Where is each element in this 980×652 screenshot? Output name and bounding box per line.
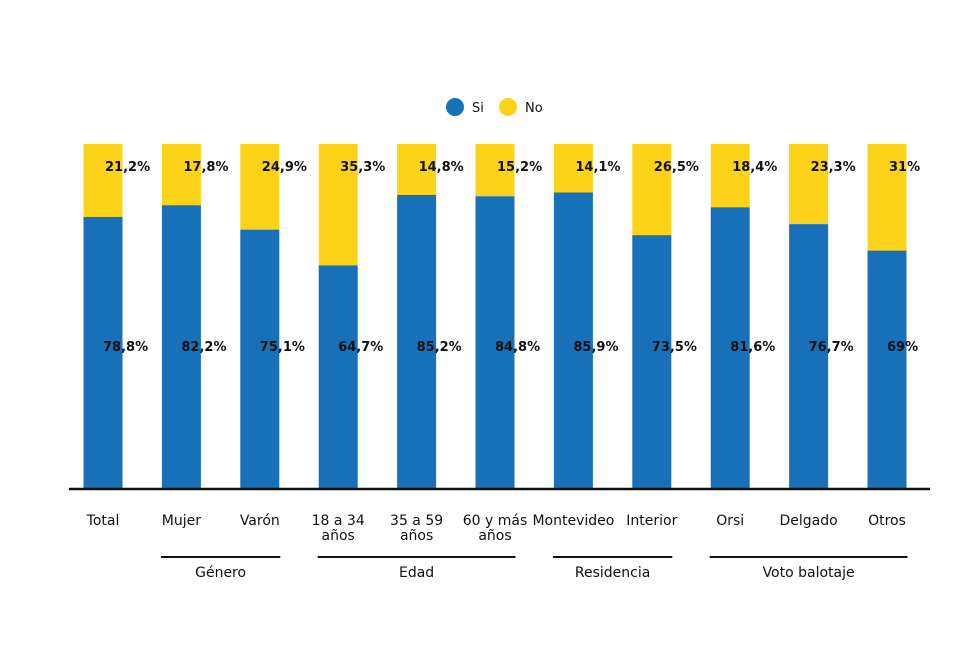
category-label-4: 35 a 59 años <box>390 513 443 544</box>
legend: Si No <box>446 98 543 116</box>
data-label-si-1: 82,2% <box>181 340 226 355</box>
bar-no-9 <box>789 144 829 225</box>
bar-si-9 <box>789 224 829 489</box>
bar-no-10 <box>867 144 907 251</box>
data-label-no-0: 21,2% <box>105 160 150 175</box>
bar-no-5 <box>475 144 515 197</box>
data-label-no-4: 14,8% <box>419 160 464 175</box>
bar-si-0 <box>83 216 123 489</box>
data-label-si-0: 78,8% <box>103 340 148 355</box>
category-label-3: 18 a 34 años <box>312 513 365 544</box>
legend-label-si: Si <box>472 101 484 116</box>
category-label-1: Mujer <box>162 513 201 529</box>
data-label-no-8: 18,4% <box>732 160 777 175</box>
bar-si-5 <box>475 196 515 488</box>
category-label-2: Varón <box>240 513 280 529</box>
bar-si-8 <box>710 207 750 488</box>
bar-no-8 <box>710 144 750 208</box>
data-label-si-8: 81,6% <box>730 340 775 355</box>
data-label-si-10: 69% <box>887 340 918 355</box>
data-label-si-6: 85,9% <box>573 340 618 355</box>
category-label-7: Interior <box>626 513 677 529</box>
data-label-no-1: 17,8% <box>183 160 228 175</box>
bar-no-3 <box>318 144 358 266</box>
category-label-9: Delgado <box>779 513 837 529</box>
category-label-0: Total <box>86 513 120 529</box>
group-label-3: Voto balotaje <box>763 565 855 581</box>
category-label-6: Montevideo <box>532 513 614 529</box>
legend-marker-no <box>499 98 517 116</box>
bar-no-6 <box>553 144 593 193</box>
bar-no-0 <box>83 144 123 217</box>
bar-no-2 <box>240 144 280 230</box>
group-labels: Género Edad Residencia Voto balotaje <box>160 556 908 581</box>
bar-no-7 <box>632 144 672 236</box>
group-label-0: Género <box>195 565 246 581</box>
bar-si-1 <box>161 205 201 488</box>
data-label-no-3: 35,3% <box>340 160 385 175</box>
data-label-no-6: 14,1% <box>575 160 620 175</box>
bars: 21,2% 78,8% 17,8% 82,2% 24,9% 75,1% 35,3% 64,7%… <box>83 144 920 489</box>
data-label-si-4: 85,2% <box>417 340 462 355</box>
bar-si-7 <box>632 235 672 488</box>
category-label-5: 60 y más años <box>463 513 528 544</box>
bar-si-2 <box>240 229 280 488</box>
data-label-si-9: 76,7% <box>809 340 854 355</box>
data-label-si-5: 84,8% <box>495 340 540 355</box>
data-label-si-7: 73,5% <box>652 340 697 355</box>
bar-si-6 <box>553 192 593 488</box>
group-label-1: Edad <box>399 565 434 581</box>
category-labels: Total Mujer Varón 18 a 34 años 35 a 59 años 60 … <box>86 513 906 544</box>
group-label-2: Residencia <box>575 565 650 581</box>
data-label-no-2: 24,9% <box>262 160 307 175</box>
legend-label-no: No <box>525 101 543 116</box>
category-label-8: Orsi <box>716 513 744 529</box>
legend-marker-si <box>446 98 464 116</box>
bar-si-10 <box>867 250 907 488</box>
bar-si-3 <box>318 265 358 488</box>
bar-no-1 <box>161 144 201 206</box>
bar-no-4 <box>397 144 437 195</box>
data-label-no-7: 26,5% <box>654 160 699 175</box>
data-label-si-2: 75,1% <box>260 340 305 355</box>
data-label-no-5: 15,2% <box>497 160 542 175</box>
data-label-no-10: 31% <box>889 160 920 175</box>
category-label-10: Otros <box>868 513 906 529</box>
bar-si-4 <box>397 194 437 489</box>
data-label-si-3: 64,7% <box>338 340 383 355</box>
data-label-no-9: 23,3% <box>811 160 856 175</box>
